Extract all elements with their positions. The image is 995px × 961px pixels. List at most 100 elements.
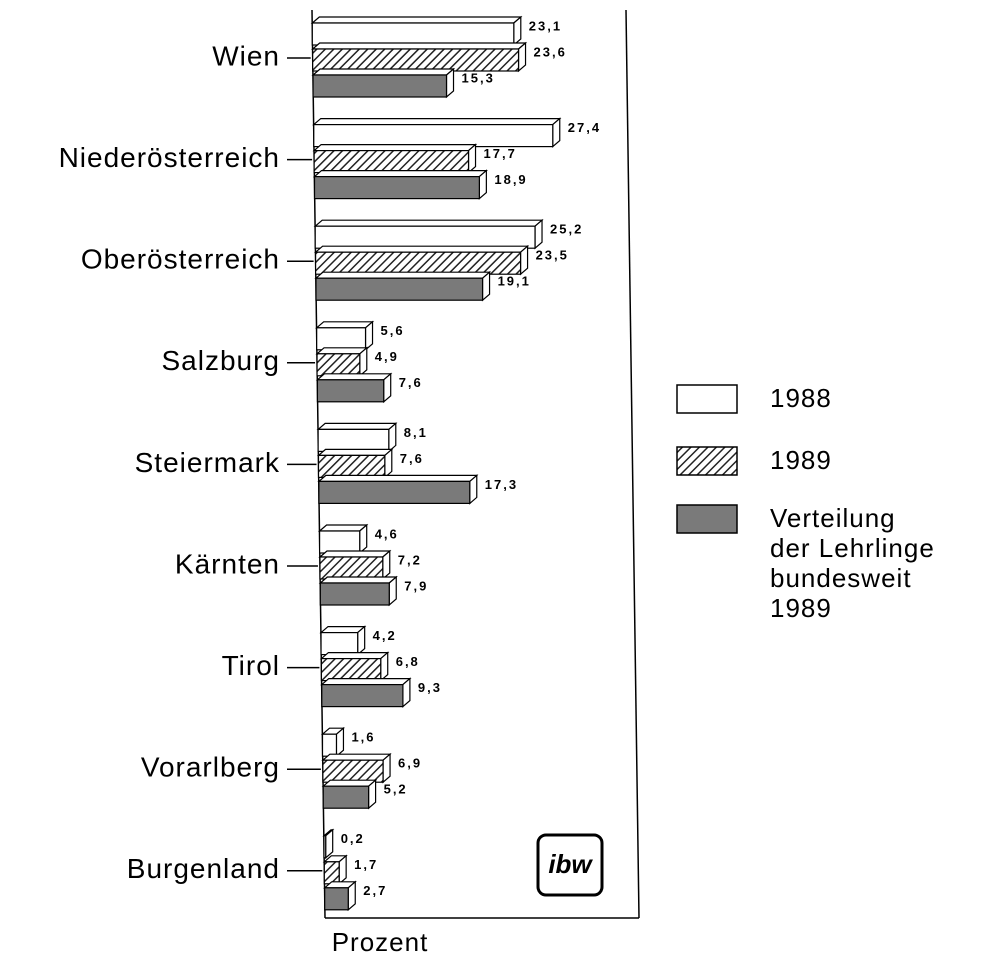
bar-face [315, 277, 484, 301]
value-label: 7,2 [398, 552, 422, 567]
bar-face [313, 123, 554, 148]
bar-face [316, 379, 385, 403]
value-label: 23,1 [529, 18, 562, 33]
bar-face [317, 524, 369, 532]
bar [322, 828, 335, 860]
bar-face [318, 576, 398, 584]
bar-face [312, 74, 448, 98]
bar [316, 422, 398, 453]
bar-face [317, 474, 479, 482]
bar [317, 474, 479, 505]
bar-face [324, 887, 349, 911]
value-label: 23,5 [536, 248, 569, 263]
bar-face [313, 245, 530, 253]
value-label: 19,1 [498, 274, 531, 289]
bar-face [323, 835, 327, 859]
category-label: Vorarlberg [141, 752, 280, 783]
bar [319, 625, 367, 656]
frame-line [625, 9, 640, 919]
value-label: 7,6 [400, 451, 424, 466]
bar [318, 549, 392, 581]
bar-face [319, 582, 390, 606]
bar [314, 270, 492, 302]
category-label: Steiermark [135, 447, 280, 478]
bar-face [317, 454, 386, 478]
bar-face [317, 428, 390, 452]
bar-face [316, 448, 394, 456]
logo: ibw [548, 849, 593, 879]
bar-face [312, 117, 562, 126]
bar [313, 244, 530, 276]
bar [310, 15, 523, 47]
bar-face [314, 271, 492, 279]
bar [313, 218, 544, 250]
category-label: Wien [212, 40, 280, 71]
bar [321, 752, 392, 784]
bar-face [315, 321, 375, 329]
value-label: 8,1 [404, 425, 428, 440]
bar-face [313, 176, 480, 200]
value-label: 27,4 [568, 120, 601, 135]
bar [319, 651, 390, 682]
bar-face [311, 68, 456, 76]
legend-swatch [676, 504, 738, 534]
bar [318, 575, 398, 607]
category-label: Salzburg [161, 345, 280, 376]
bar [316, 448, 394, 479]
bar [315, 346, 369, 378]
bar-face [322, 759, 384, 783]
category-label: Tirol [222, 650, 280, 681]
bar [320, 677, 412, 708]
bar-face [321, 683, 404, 708]
bar [311, 67, 456, 99]
bar-face [314, 251, 522, 275]
bar-face [314, 225, 536, 249]
bar-face [311, 22, 515, 46]
value-label: 6,9 [398, 756, 422, 771]
bar [315, 320, 375, 352]
value-label: 6,8 [396, 654, 420, 669]
bar-face [320, 631, 359, 656]
bar-face [316, 422, 398, 430]
legend-label: Verteilung der Lehrlinge bundesweit 1989 [770, 503, 935, 623]
value-label: 9,3 [418, 680, 442, 695]
value-label: 4,9 [375, 349, 399, 364]
legend-label: 1988 [770, 383, 832, 413]
category-label: Niederösterreich [59, 142, 280, 173]
bar-face [313, 150, 470, 174]
bar [323, 880, 357, 912]
bar-face [318, 530, 361, 554]
value-label: 2,7 [363, 883, 387, 898]
bar [312, 117, 562, 148]
bar [312, 143, 478, 174]
bar-face [313, 219, 544, 227]
x-axis-label: Prozent [332, 927, 429, 957]
category-label: Burgenland [127, 853, 280, 884]
value-label: 1,7 [354, 857, 378, 872]
value-label: 7,9 [404, 578, 428, 593]
bar-face [322, 785, 370, 809]
bar-face [318, 550, 392, 558]
bar-face [321, 779, 378, 787]
bar-face [312, 144, 478, 152]
value-label: 4,6 [375, 526, 399, 541]
bar [311, 41, 528, 73]
legend-label: 1989 [770, 445, 832, 475]
value-label: 4,2 [373, 628, 397, 643]
bar [321, 778, 378, 810]
bar-face [321, 733, 338, 757]
bar-face [312, 48, 520, 72]
bar-face [311, 42, 528, 50]
bar-face [315, 347, 369, 355]
bar-face [318, 480, 471, 504]
legend-swatch [676, 384, 738, 414]
value-label: 5,6 [381, 323, 405, 338]
bar [317, 523, 369, 555]
logo-box [536, 833, 604, 897]
value-label: 7,6 [399, 375, 423, 390]
bar-face [319, 556, 384, 580]
value-label: 25,2 [550, 222, 583, 237]
bar-face [316, 327, 367, 351]
value-label: 17,7 [484, 146, 517, 161]
